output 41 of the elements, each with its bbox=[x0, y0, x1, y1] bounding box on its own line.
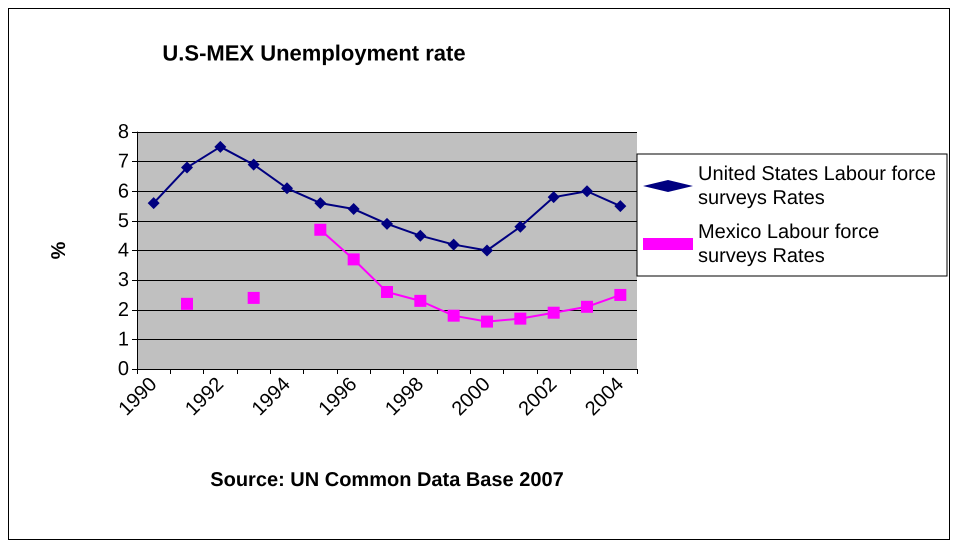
point bbox=[181, 162, 193, 174]
y-tick-label: 7 bbox=[118, 150, 129, 173]
point bbox=[614, 288, 626, 301]
point bbox=[481, 244, 493, 256]
y-tick-label: 0 bbox=[118, 358, 129, 380]
point bbox=[448, 310, 460, 322]
point bbox=[348, 253, 360, 266]
y-axis-title: % bbox=[48, 241, 70, 260]
y-tick-label: 8 bbox=[118, 121, 129, 143]
y-tick-label: 4 bbox=[118, 240, 129, 262]
point bbox=[514, 220, 526, 233]
point bbox=[314, 224, 326, 236]
point bbox=[214, 140, 226, 153]
point bbox=[248, 158, 260, 171]
point bbox=[448, 238, 460, 251]
point bbox=[614, 200, 626, 212]
point bbox=[581, 185, 593, 198]
x-axis-title: Source: UN Common Data Base 2007 bbox=[210, 469, 564, 491]
point bbox=[548, 306, 560, 319]
point bbox=[481, 316, 493, 328]
legend-label: Mexico Labour force surveys Rates bbox=[698, 221, 885, 267]
point bbox=[514, 312, 526, 325]
point bbox=[381, 286, 393, 298]
y-tick-label: 1 bbox=[118, 328, 129, 350]
point bbox=[148, 197, 160, 210]
y-tick-label: 5 bbox=[118, 210, 129, 232]
point bbox=[381, 218, 393, 230]
chart-title: U.S-MEX Unemployment rate bbox=[162, 40, 466, 66]
point bbox=[281, 182, 293, 194]
point bbox=[348, 203, 360, 216]
point bbox=[548, 191, 560, 204]
point bbox=[248, 292, 260, 304]
y-tick-label: 2 bbox=[118, 298, 129, 321]
point bbox=[414, 294, 426, 307]
y-tick-label: 3 bbox=[118, 269, 129, 292]
legend-label: United States Labour force surveys Rates bbox=[698, 163, 942, 209]
point bbox=[181, 298, 193, 310]
y-tick-label: 6 bbox=[118, 180, 129, 202]
point bbox=[314, 197, 326, 210]
point bbox=[581, 300, 593, 313]
point bbox=[414, 230, 426, 242]
